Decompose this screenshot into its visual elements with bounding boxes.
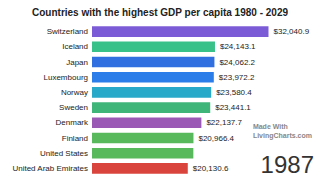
svg-text:Japan: Japan bbox=[66, 58, 88, 67]
svg-text:$23,441.1: $23,441.1 bbox=[215, 103, 251, 112]
svg-text:Countries with the highest GDP: Countries with the highest GDP per capit… bbox=[32, 7, 288, 18]
svg-text:1987: 1987 bbox=[261, 151, 314, 178]
svg-text:Luxembourg: Luxembourg bbox=[44, 73, 88, 82]
svg-text:$32,040.9: $32,040.9 bbox=[273, 27, 309, 36]
svg-text:United States: United States bbox=[40, 149, 88, 158]
svg-text:$24,143.1: $24,143.1 bbox=[220, 42, 256, 51]
svg-text:$20,966.4: $20,966.4 bbox=[198, 134, 234, 143]
svg-text:LivingCharts.com: LivingCharts.com bbox=[253, 132, 312, 140]
svg-text:Iceland: Iceland bbox=[62, 42, 88, 51]
svg-text:Finland: Finland bbox=[62, 134, 88, 143]
svg-text:Switzerland: Switzerland bbox=[47, 27, 88, 36]
svg-text:$22,137.7: $22,137.7 bbox=[206, 118, 242, 127]
svg-text:$23,580.4: $23,580.4 bbox=[216, 88, 252, 97]
svg-text:$24,062.2: $24,062.2 bbox=[219, 58, 255, 67]
svg-text:United Arab Emirates: United Arab Emirates bbox=[12, 164, 88, 173]
svg-text:Denmark: Denmark bbox=[56, 118, 89, 127]
svg-text:$23,972.2: $23,972.2 bbox=[219, 73, 255, 82]
svg-text:Norway: Norway bbox=[61, 88, 88, 97]
svg-text:Sweden: Sweden bbox=[59, 103, 88, 112]
svg-text:Made With: Made With bbox=[253, 123, 288, 130]
svg-text:$20,130.6: $20,130.6 bbox=[193, 164, 229, 173]
